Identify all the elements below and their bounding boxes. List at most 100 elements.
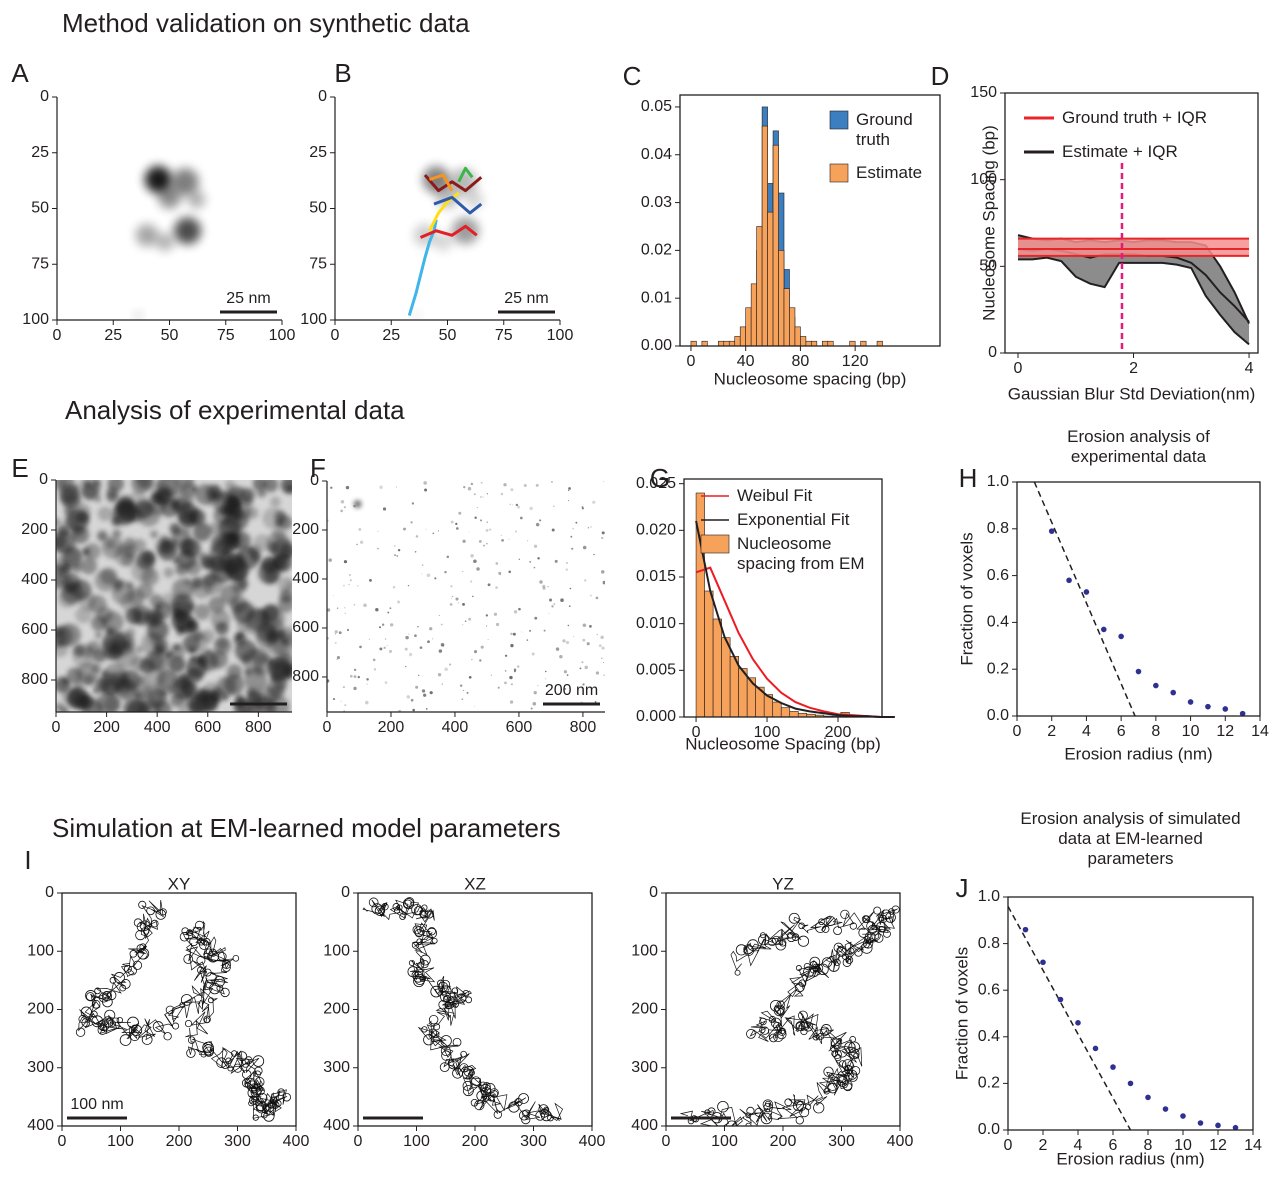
chain-loop [794, 982, 805, 993]
image-blob [103, 663, 127, 686]
image-speck [572, 527, 574, 530]
image-speck [343, 560, 348, 564]
chain-loop [440, 1045, 451, 1057]
image-speck [353, 686, 357, 691]
image-speck [415, 535, 419, 538]
image-speck [421, 689, 426, 693]
chain-loop [244, 1056, 253, 1065]
image-speck [455, 597, 459, 601]
image-speck [517, 665, 520, 668]
image-speck [327, 608, 331, 612]
chain-loop [207, 950, 219, 963]
image-speck [595, 596, 599, 600]
fit-line [1033, 481, 1136, 717]
y-tick-label: 600 [21, 621, 48, 638]
chain-loop [759, 932, 766, 939]
x-tick-label: 400 [144, 719, 171, 736]
image-speck [349, 579, 352, 582]
chain-loop [471, 1076, 481, 1086]
chain-loop [845, 1064, 852, 1072]
panel-letter: G [650, 463, 670, 493]
image-blob [274, 510, 287, 523]
chain-loop [863, 915, 871, 923]
chain-loop [792, 1100, 804, 1112]
chain-loop [139, 920, 151, 931]
chain-loop [460, 1050, 467, 1058]
chain-loop [403, 899, 413, 909]
image-speck [603, 662, 604, 663]
image-speck [582, 638, 586, 642]
chain-loop [217, 952, 227, 961]
image-speck [388, 649, 393, 654]
chain-loop [784, 1098, 793, 1107]
chain-loop [798, 979, 807, 988]
chain-loop [833, 942, 844, 953]
image-speck [559, 655, 563, 659]
image-speck [483, 544, 486, 547]
y-tick-label: 75 [309, 255, 327, 272]
legend-label: Estimate [856, 163, 923, 182]
image-speck [473, 559, 477, 564]
y-tick-label: 0.6 [987, 567, 1009, 584]
image-blob [190, 577, 203, 589]
x-tick-label: 14 [1251, 723, 1269, 740]
image-speck [504, 670, 507, 672]
image-speck [462, 624, 464, 626]
image-speck [571, 547, 574, 550]
chain-loop [725, 1120, 738, 1126]
image-speck [600, 570, 605, 574]
image-speck [336, 658, 338, 660]
image-speck [593, 553, 595, 556]
y-tick-label: 600 [292, 619, 319, 636]
chain-loop [159, 908, 167, 916]
image-clip [407, 166, 484, 320]
image-speck [595, 671, 600, 675]
image-blob [262, 480, 279, 493]
image-blob [173, 497, 191, 515]
image-blob [232, 531, 251, 550]
y-tick-label: 200 [631, 1001, 658, 1018]
chain-loop [267, 1101, 275, 1109]
y-tick-label: 0.4 [987, 614, 1009, 631]
chart-title: Erosion analysis of simulated data at EM… [1020, 809, 1241, 868]
image-speck [405, 665, 407, 668]
chain-loop [119, 984, 127, 992]
image-speck [551, 481, 553, 483]
x-tick-label: 0 [52, 719, 61, 736]
chain-loop [873, 906, 882, 915]
image-blob [233, 583, 246, 596]
image-speck [573, 636, 575, 637]
image-blob [235, 635, 242, 642]
scale-bar-label: 100 nm [70, 1096, 123, 1113]
image-speck [479, 519, 483, 522]
y-axis-label: Fraction of voxels [957, 532, 976, 665]
image-speck [353, 675, 357, 678]
image-clip [75, 900, 292, 1122]
image-speck [344, 612, 346, 614]
image-speck [429, 691, 433, 695]
image-blob [139, 684, 164, 709]
image-blob [96, 691, 120, 712]
histogram-bar [772, 701, 782, 718]
chain-loop [482, 1082, 491, 1091]
trace-line [419, 224, 478, 239]
chain-loop [104, 1009, 116, 1021]
image-blob [185, 559, 202, 576]
image-blob [452, 217, 479, 245]
image-blob [66, 667, 84, 684]
x-axis-label: Erosion radius (nm) [1056, 1149, 1204, 1168]
chain-loop [91, 999, 101, 1009]
data-point [1239, 710, 1246, 717]
chain-loop [135, 929, 146, 941]
image-speck [515, 503, 519, 507]
fit-curve [695, 520, 895, 718]
image-speck [406, 695, 410, 699]
chain-loop [150, 919, 159, 928]
image-area [362, 897, 564, 1125]
histogram-bar [712, 618, 722, 718]
y-tick-label: 25 [309, 144, 327, 161]
histogram-bar [690, 340, 697, 347]
chain-loop [849, 922, 858, 930]
image-speck [357, 585, 359, 587]
image-speck [566, 562, 568, 564]
